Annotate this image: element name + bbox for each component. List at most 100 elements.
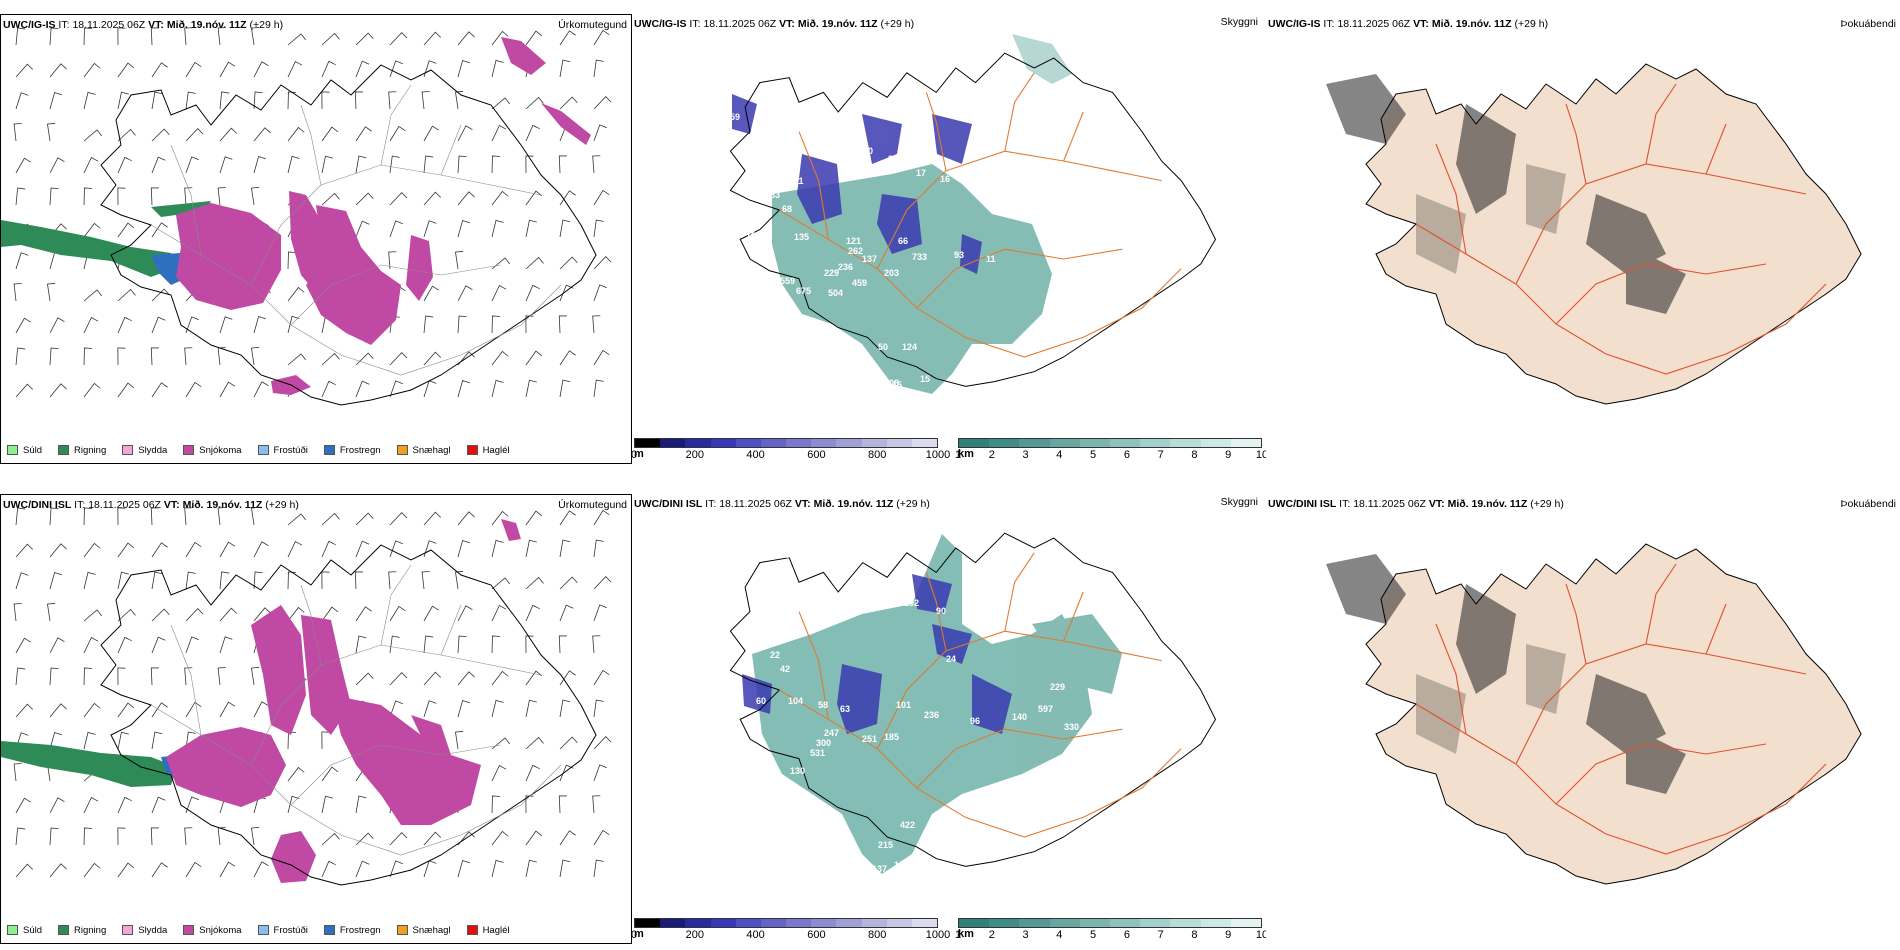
- wind-barb: [150, 347, 159, 366]
- wind-barb: [15, 63, 34, 78]
- wind-barb: [49, 703, 67, 718]
- wind-barb: [321, 571, 330, 590]
- wind-barb: [525, 379, 537, 398]
- wind-barb: [389, 860, 403, 878]
- cloud-base-label: 262: [848, 246, 863, 256]
- wind-barb: [83, 382, 101, 398]
- colorbar-tick: 1: [954, 929, 962, 941]
- colorbar-segment: [1049, 919, 1080, 927]
- wind-barb: [15, 797, 32, 814]
- colorbar-segment: [811, 919, 837, 927]
- road-path: [876, 150, 1162, 270]
- wind-barb: [219, 541, 236, 558]
- colorbar-tick: 3: [1022, 929, 1029, 941]
- panel-title: Skyggni: [1220, 496, 1258, 508]
- wind-barb: [184, 507, 193, 526]
- wind-barb: [525, 736, 544, 750]
- colorbar-tick: 2: [988, 449, 995, 461]
- wind-barb: [355, 155, 367, 174]
- wind-barb: [83, 731, 96, 750]
- colorbar-tick: 4: [1056, 449, 1063, 461]
- wind-barb: [184, 667, 193, 686]
- wind-barb: [251, 506, 260, 526]
- lead-time: (+29 h): [896, 498, 930, 510]
- wind-barb: [559, 96, 578, 110]
- wind-barb: [49, 572, 62, 590]
- wind-barb: [593, 59, 604, 78]
- road-path: [779, 689, 1182, 838]
- wind-barb: [491, 795, 501, 814]
- colorbar-segment: [886, 919, 912, 927]
- wind-barb: [559, 510, 576, 526]
- wind-barb: [287, 795, 300, 814]
- visibility-colorbar: 1 2 3 4 5 6 7 8 9 10 km: [954, 918, 1268, 943]
- wind-barb: [15, 347, 26, 366]
- colorbar-tick: 0: [630, 449, 638, 461]
- colorbar-segment: [760, 439, 787, 447]
- visibility-unit: km: [958, 448, 974, 460]
- wind-barb: [151, 862, 168, 878]
- swatch: [183, 925, 195, 935]
- wind-barb: [559, 604, 574, 622]
- wind-barb: [455, 730, 464, 750]
- colorbar-segment: [1110, 439, 1141, 447]
- road-path: [1063, 111, 1084, 162]
- legend-item-slydda: Slydda: [122, 925, 167, 936]
- road-path: [1415, 223, 1827, 375]
- wind-barb: [321, 60, 336, 78]
- visibility-ticks: 1 2 3 4 5 6 7 8 9 10: [954, 929, 1268, 943]
- wind-barb: [150, 507, 159, 526]
- fog-index-panel-2: UWC/DINI ISL IT: 18.11.2025 06Z VT: Mið.…: [1266, 494, 1900, 944]
- it-value: 18.11.2025 06Z: [1337, 18, 1411, 30]
- wind-barb: [593, 379, 604, 398]
- wind-barb: [389, 60, 403, 78]
- wind-barb: [117, 156, 132, 174]
- cloudbase-unit: m: [634, 448, 644, 460]
- legend-label: Súld: [23, 444, 43, 456]
- cloud-base-label: 135: [794, 232, 809, 242]
- wind-barb: [491, 30, 509, 46]
- wind-barb: [287, 606, 305, 622]
- wind-barb: [83, 91, 96, 110]
- colorbar-tick: 400: [746, 449, 765, 461]
- colorbar-segment: [886, 439, 912, 447]
- wind-barb: [253, 127, 271, 142]
- wind-barb: [321, 91, 330, 110]
- legend-item-snaehagl: Snæhagl: [396, 445, 451, 456]
- colorbar-tick: 8: [1191, 929, 1198, 941]
- wind-barb: [593, 349, 610, 366]
- panel-title: Skyggni: [1220, 16, 1258, 28]
- panel-header: UWC/IG-IS IT: 18.11.2025 06Z VT: Mið. 19…: [634, 18, 914, 30]
- cloud-base-label: 247: [824, 728, 839, 738]
- panel-title: Úrkomutegund: [558, 499, 627, 511]
- wind-barb: [219, 316, 233, 334]
- colorbar-tick: 8: [1191, 449, 1198, 461]
- wind-barb: [525, 96, 544, 110]
- wind-barb: [491, 765, 507, 782]
- wind-barb: [184, 27, 193, 46]
- wind-barb: [151, 796, 166, 814]
- legend-item-snaehagl: Snæhagl: [396, 925, 451, 936]
- wind-barb: [117, 796, 132, 814]
- wind-barb: [423, 191, 442, 206]
- wind-barb: [321, 795, 333, 814]
- wind-barb: [49, 317, 65, 334]
- wind-barb: [185, 571, 196, 590]
- road-path: [925, 92, 947, 171]
- wind-barb: [184, 187, 193, 206]
- wind-barb: [457, 351, 475, 366]
- wind-barb: [491, 699, 504, 718]
- wind-barb: [185, 861, 202, 878]
- wind-barb: [151, 156, 166, 174]
- road-path: [440, 124, 462, 176]
- colorbar-tick: 200: [685, 449, 704, 461]
- wind-barb: [559, 350, 576, 366]
- swatch: [396, 925, 408, 935]
- colorbar-tick: 600: [807, 929, 826, 941]
- cloud-base-label: 140: [858, 146, 873, 156]
- wind-barb: [13, 763, 22, 782]
- wind-barb: [217, 507, 226, 526]
- wind-barb: [457, 511, 475, 526]
- precip-rain: [1, 741, 177, 787]
- wind-barb: [151, 128, 170, 142]
